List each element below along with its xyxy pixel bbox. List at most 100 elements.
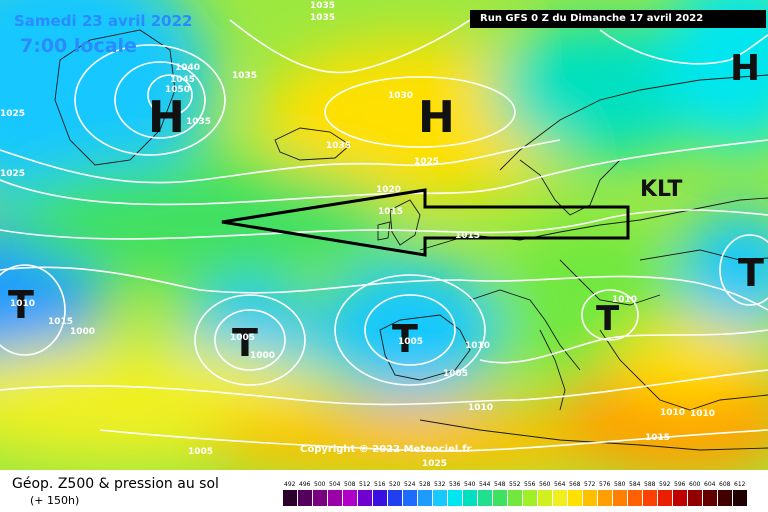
legend-swatch: [283, 490, 297, 506]
high-pressure-marker: H: [730, 48, 760, 89]
arrow-annotation: [221, 188, 630, 257]
legend-value: 588: [644, 481, 656, 488]
legend-swatch: [388, 490, 402, 506]
isobar-label: 1035: [186, 117, 211, 127]
legend-swatch: [403, 490, 417, 506]
legend-swatch: [658, 490, 672, 506]
legend-value: 504: [329, 481, 341, 488]
legend-swatch: [643, 490, 657, 506]
legend-swatch: [583, 490, 597, 506]
isobar-label: 1015: [455, 231, 480, 241]
isobar-label: 1000: [70, 327, 95, 337]
legend-value: 548: [494, 481, 506, 488]
isobar-label: 1025: [422, 459, 447, 469]
legend-value: 564: [554, 481, 566, 488]
isobar-label: 1035: [326, 141, 351, 151]
isobar-label: 1005: [188, 447, 213, 457]
isobar-label: 1045: [170, 75, 195, 85]
valid-time: 7:00 locale: [20, 35, 137, 57]
legend-value: 540: [464, 481, 476, 488]
legend-swatch: [568, 490, 582, 506]
isobar-label: 1010: [468, 403, 493, 413]
legend-value: 512: [359, 481, 371, 488]
legend-swatch: [298, 490, 312, 506]
legend-swatch: [463, 490, 477, 506]
run-info: Run GFS 0 Z du Dimanche 17 avril 2022: [470, 10, 766, 28]
isobar-label: 1035: [310, 13, 335, 23]
legend-value: 604: [704, 481, 716, 488]
isobar-label: 1010: [690, 409, 715, 419]
isobar-label: 1040: [175, 63, 200, 73]
legend-swatch: [538, 490, 552, 506]
legend-swatch: [433, 490, 447, 506]
legend-swatch: [328, 490, 342, 506]
isobar-label: 1010: [612, 295, 637, 305]
legend-value: 576: [599, 481, 611, 488]
legend-value: 528: [419, 481, 431, 488]
low-pressure-marker: T: [8, 283, 34, 327]
legend-swatch: [508, 490, 522, 506]
forecast-lead-time: (+ 150h): [30, 494, 80, 507]
low-pressure-marker: T: [392, 317, 418, 361]
isobar-label: 1025: [414, 157, 439, 167]
legend-value: 524: [404, 481, 416, 488]
legend-value: 568: [569, 481, 581, 488]
legend-value: 520: [389, 481, 401, 488]
legend-value: 492: [284, 481, 296, 488]
isobar-label: 1035: [310, 1, 335, 11]
low-pressure-marker: T: [738, 251, 764, 295]
legend-swatch: [493, 490, 507, 506]
legend-value: 532: [434, 481, 446, 488]
legend-value: 552: [509, 481, 521, 488]
legend-value: 500: [314, 481, 326, 488]
low-pressure-marker: T: [596, 299, 620, 339]
legend-swatch: [703, 490, 717, 506]
isobar-label: 1035: [232, 71, 257, 81]
isobar-label: 1020: [376, 185, 401, 195]
pressure-system-markers: H H H T T T T T KLT: [8, 48, 764, 365]
legend-swatch: [478, 490, 492, 506]
legend-value: 544: [479, 481, 491, 488]
legend-value: 584: [629, 481, 641, 488]
legend-swatch: [718, 490, 732, 506]
valid-date: Samedi 23 avril 2022: [14, 12, 193, 30]
legend-swatch: [358, 490, 372, 506]
isobar-label: 1010: [660, 408, 685, 418]
high-pressure-marker: H: [418, 92, 455, 143]
legend-value: 496: [299, 481, 311, 488]
legend-value: 508: [344, 481, 356, 488]
high-pressure-marker: H: [148, 92, 185, 143]
legend-swatch: [418, 490, 432, 506]
isobar-label: 1010: [465, 341, 490, 351]
isobar-label: 1005: [230, 333, 255, 343]
isobar-label: 1010: [10, 299, 35, 309]
legend-swatch: [673, 490, 687, 506]
isobar-label: 1015: [48, 317, 73, 327]
legend-swatch: [343, 490, 357, 506]
field-title: Géop. Z500 & pression au sol: [12, 476, 219, 492]
legend-value: 612: [734, 481, 746, 488]
isobar-label: 1050: [165, 85, 190, 95]
legend-swatch: [613, 490, 627, 506]
isobar-label: 1005: [398, 337, 423, 347]
legend-swatch: [313, 490, 327, 506]
legend-swatch: [448, 490, 462, 506]
legend-swatch: [628, 490, 642, 506]
isobars: [0, 19, 768, 452]
isobar-label: 1005: [443, 369, 468, 379]
legend-value: 536: [449, 481, 461, 488]
legend-swatch: [553, 490, 567, 506]
color-legend: 492 496 500 504 508 512 516 520 524 528 532 536 540 5…: [283, 481, 747, 506]
legend-swatch: [688, 490, 702, 506]
legend-value: 516: [374, 481, 386, 488]
legend-swatch: [523, 490, 537, 506]
legend-value: 580: [614, 481, 626, 488]
isobar-label: 1025: [0, 109, 25, 119]
isobar-label: 1025: [0, 169, 25, 179]
isobar-label: 1015: [378, 207, 403, 217]
klt-marker: KLT: [640, 177, 682, 202]
legend-value: 556: [524, 481, 536, 488]
isobar-label: 1015: [645, 433, 670, 443]
legend-value: 608: [719, 481, 731, 488]
